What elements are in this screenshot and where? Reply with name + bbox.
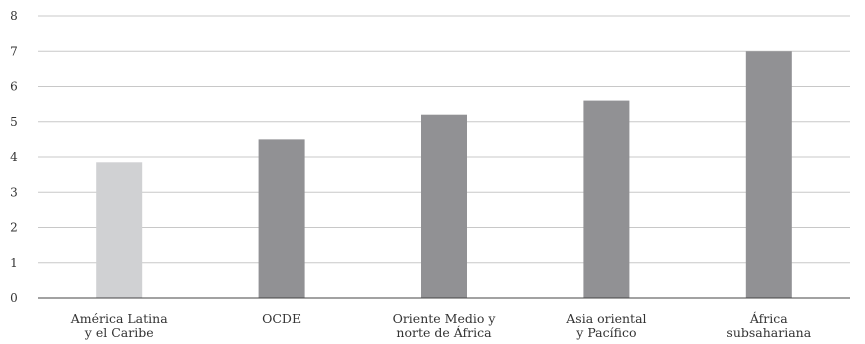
- category-label-line: norte de África: [396, 325, 492, 340]
- bar: [96, 162, 143, 298]
- bar: [421, 114, 467, 298]
- category-label: América Latina y el Caribe: [70, 311, 169, 340]
- bar: [583, 100, 630, 298]
- category-label-line: Asia oriental: [565, 311, 646, 326]
- y-tick-label: 8: [10, 9, 18, 23]
- bars: [96, 51, 792, 298]
- y-axis-tick-labels: 0 1 2 3 4 5 6 7 8: [10, 9, 18, 305]
- y-tick-label: 5: [10, 115, 18, 129]
- category-label-line: y Pacífico: [575, 325, 636, 340]
- bar: [745, 51, 792, 298]
- y-tick-label: 2: [10, 221, 18, 235]
- category-label: África subsahariana: [726, 311, 811, 340]
- y-tick-label: 4: [10, 150, 18, 164]
- category-label-line: América Latina: [70, 311, 169, 326]
- category-label: Oriente Medio y norte de África: [393, 311, 497, 340]
- category-label-line: subsahariana: [726, 325, 811, 340]
- y-tick-label: 0: [10, 291, 18, 305]
- category-label-line: y el Caribe: [84, 325, 154, 340]
- category-labels: América Latina y el Caribe OCDE Oriente Med…: [70, 311, 812, 340]
- category-label-line: OCDE: [262, 311, 301, 326]
- category-label-line: África: [749, 311, 788, 326]
- category-label: OCDE: [262, 311, 301, 326]
- y-tick-label: 6: [10, 80, 18, 94]
- y-tick-label: 7: [10, 44, 18, 58]
- category-label: Asia oriental y Pacífico: [565, 311, 646, 340]
- bar: [258, 139, 305, 298]
- category-label-line: Oriente Medio y: [393, 311, 497, 326]
- y-tick-label: 1: [10, 256, 18, 270]
- y-tick-label: 3: [10, 185, 18, 199]
